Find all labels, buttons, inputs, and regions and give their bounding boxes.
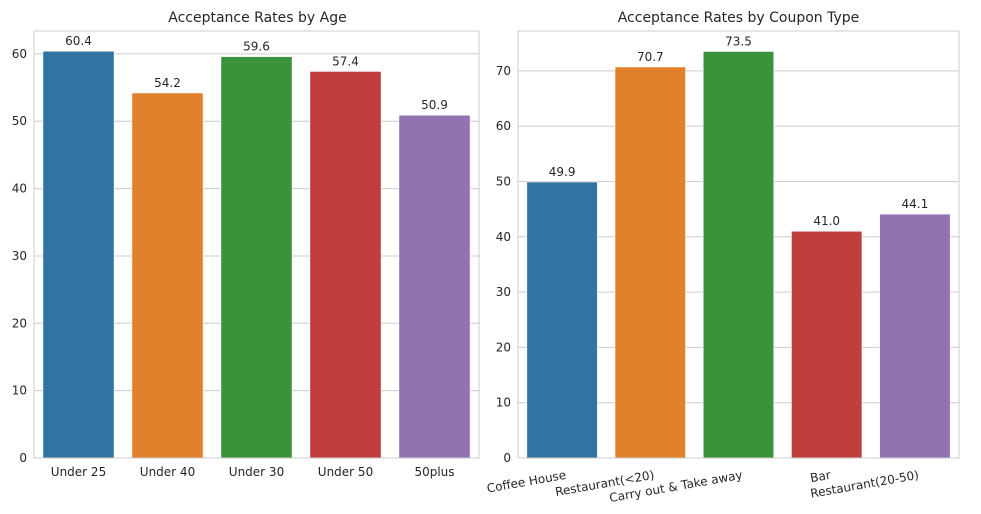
bar: [220, 56, 293, 459]
chart-title: Acceptance Rates by Age: [168, 10, 346, 26]
chart-acceptance-by-coupon-type: Acceptance Rates by Coupon Type 49.9 70.7…: [486, 10, 960, 505]
x-tick-label: Under 30: [229, 465, 284, 479]
x-tick-label: Under 25: [51, 465, 106, 479]
chart-title: Acceptance Rates by Coupon Type: [618, 10, 860, 26]
y-tick-label: 60: [496, 119, 511, 133]
y-tick-label: 50: [12, 114, 27, 128]
x-tick-labels: Under 25 Under 40 Under 30 Under 50 50plus: [51, 465, 455, 479]
data-labels: 49.9 70.7 73.5 41.0 44.1: [549, 34, 929, 228]
data-label: 54.2: [154, 76, 181, 90]
y-tick-label: 60: [12, 47, 27, 61]
bars: [42, 50, 471, 459]
data-labels: 60.4 54.2 59.6 57.4 50.9: [65, 34, 448, 112]
y-tick-labels: 0 10 20 30 40 50 60 70: [496, 64, 511, 465]
bar: [614, 66, 686, 459]
y-tick-label: 40: [12, 182, 27, 196]
bar: [398, 114, 471, 459]
y-tick-label: 40: [496, 230, 511, 244]
y-tick-label: 20: [496, 340, 511, 354]
plot-frame: [33, 30, 480, 459]
y-tick-label: 10: [496, 396, 511, 410]
y-tick-label: 50: [496, 174, 511, 188]
data-label: 50.9: [421, 98, 448, 112]
x-tick-label: Under 50: [318, 465, 373, 479]
plot-frame: [517, 30, 960, 459]
y-tick-labels: 0 10 20 30 40 50 60: [12, 47, 27, 465]
data-label: 44.1: [902, 197, 929, 211]
bar: [526, 181, 598, 459]
data-label: 73.5: [725, 34, 752, 48]
bar: [131, 92, 204, 459]
bar: [879, 213, 951, 459]
x-tick-label: Bar: [809, 468, 832, 485]
data-label: 70.7: [637, 50, 664, 64]
chart-acceptance-by-age: Acceptance Rates by Age 60.4 54.2 59.6 57.4…: [12, 10, 480, 479]
data-label: 49.9: [549, 165, 576, 179]
y-tick-label: 10: [12, 384, 27, 398]
bar: [791, 230, 863, 459]
x-tick-label: 50plus: [414, 465, 454, 479]
y-tick-label: 30: [496, 285, 511, 299]
y-tick-label: 0: [503, 451, 511, 465]
y-tick-label: 30: [12, 249, 27, 263]
data-label: 59.6: [243, 40, 270, 54]
data-label: 57.4: [332, 54, 359, 68]
y-tick-label: 0: [19, 451, 27, 465]
bar: [309, 71, 382, 459]
data-label: 60.4: [65, 34, 92, 48]
bars: [526, 51, 951, 459]
x-tick-label: Under 40: [140, 465, 195, 479]
y-tick-label: 20: [12, 316, 27, 330]
bar: [42, 50, 115, 459]
bar: [702, 51, 775, 459]
data-label: 41.0: [813, 214, 840, 228]
y-tick-label: 70: [496, 64, 511, 78]
